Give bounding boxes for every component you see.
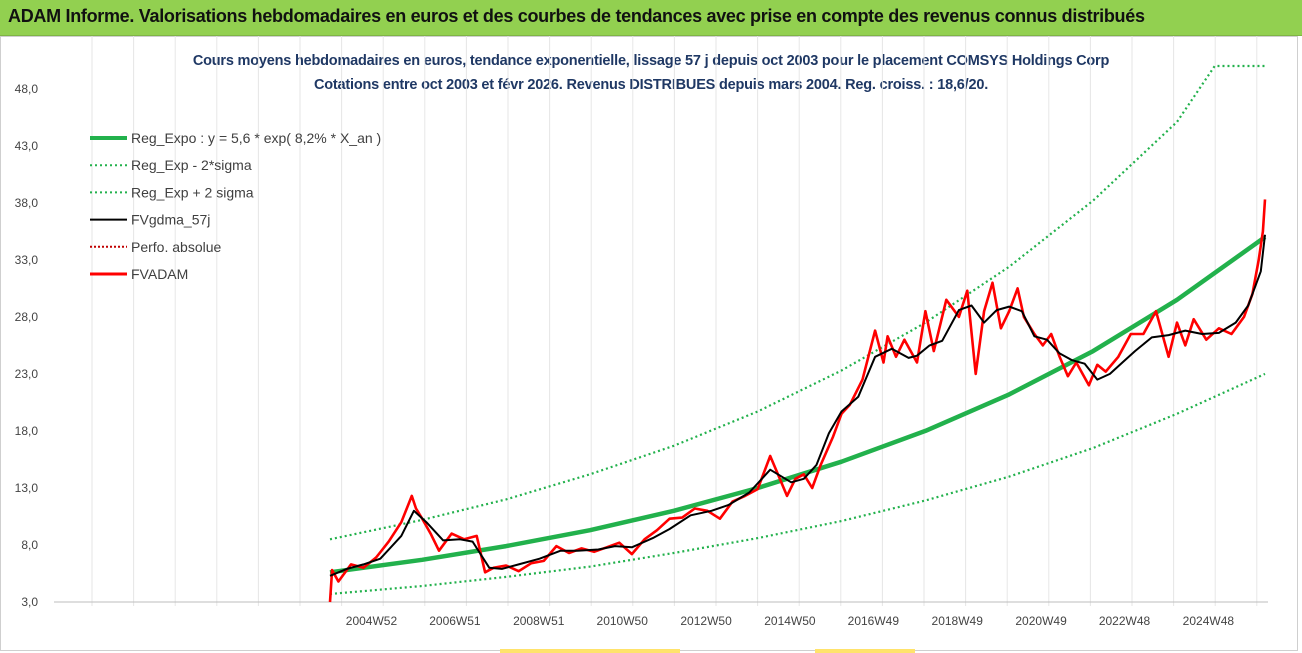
x-tick-label: 2008W51 — [513, 614, 565, 628]
x-tick-label: 2024W48 — [1183, 614, 1235, 628]
y-tick-label: 13,0 — [15, 481, 39, 495]
series-fvgdma-57j — [329, 234, 1266, 577]
decorative-accent — [815, 649, 915, 653]
x-tick-label: 2006W51 — [429, 614, 481, 628]
y-axis: 48,0 43,0 38,0 33,0 28,0 23,0 18,0 13,0 8,0 3,0 — [15, 82, 1268, 609]
legend-label: FVADAM — [131, 266, 188, 282]
series-fvadam — [328, 199, 1267, 603]
chart-title: Cours moyens hebdomadaires en euros, ten… — [192, 53, 1110, 69]
series-reg-plus-2sigma — [329, 64, 1265, 541]
y-tick-label: 48,0 — [15, 82, 39, 96]
legend-label: Reg_Exp - 2*sigma — [131, 157, 252, 173]
decorative-accent — [500, 649, 680, 653]
y-tick-label: 38,0 — [15, 196, 39, 210]
x-tick-label: 2020W49 — [1015, 614, 1067, 628]
y-tick-label: 33,0 — [15, 253, 39, 267]
legend-label: Reg_Exp + 2 sigma — [131, 184, 254, 200]
x-tick-label: 2022W48 — [1099, 614, 1151, 628]
chart-series — [328, 64, 1267, 603]
x-tick-label: 2004W52 — [346, 614, 398, 628]
chart-grid — [91, 36, 1258, 606]
report-banner: ADAM Informe. Valorisations hebdomadaire… — [0, 0, 1302, 36]
y-tick-label: 28,0 — [15, 310, 39, 324]
y-tick-label: 23,0 — [15, 367, 39, 381]
chart-legend: Reg_Expo : y = 5,6 * exp( 8,2% * X_an ) R… — [90, 130, 381, 282]
y-tick-label: 43,0 — [15, 139, 39, 153]
x-tick-label: 2012W50 — [680, 614, 732, 628]
y-tick-label: 8,0 — [21, 538, 38, 552]
x-tick-label: 2010W50 — [597, 614, 649, 628]
x-tick-label: 2014W50 — [764, 614, 816, 628]
series-reg-minus-2sigma — [329, 372, 1266, 596]
legend-label: Perfo. absolue — [131, 239, 221, 255]
legend-label: Reg_Expo : y = 5,6 * exp( 8,2% * X_an ) — [131, 130, 381, 146]
x-tick-label: 2016W49 — [848, 614, 900, 628]
chart-subtitle: Cotations entre oct 2003 et févr 2026. R… — [313, 77, 989, 93]
series-reg-expo — [329, 235, 1267, 575]
report-banner-title: ADAM Informe. Valorisations hebdomadaire… — [8, 6, 1145, 26]
y-tick-label: 3,0 — [21, 595, 38, 609]
y-tick-label: 18,0 — [15, 424, 39, 438]
legend-label: FVgdma_57j — [131, 212, 210, 228]
x-tick-label: 2018W49 — [932, 614, 984, 628]
x-axis: 2004W52 2006W51 2008W51 2010W50 2012W50 2014W… — [346, 614, 1235, 628]
